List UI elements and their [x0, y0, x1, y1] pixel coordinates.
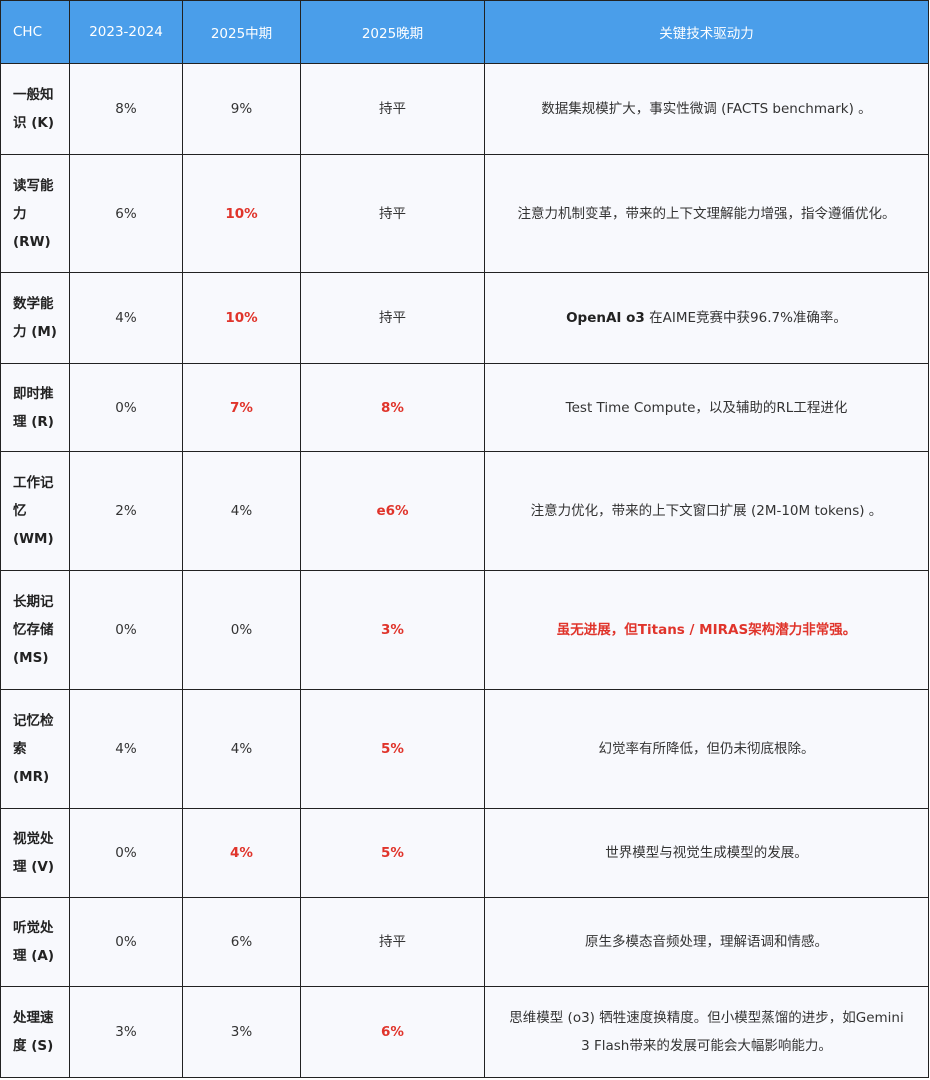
- driver-text: 虽无进展，但Titans / MIRAS架构潜力非常强。: [556, 622, 857, 638]
- cell-driver: 原生多模态音频处理，理解语调和情感。: [484, 897, 929, 987]
- driver-text: 原生多模态音频处理，理解语调和情感。: [585, 934, 828, 950]
- cell-2023-2024: 2%: [69, 451, 183, 571]
- cell-2025-mid: 0%: [182, 570, 301, 690]
- cell-driver: Test Time Compute，以及辅助的RL工程进化: [484, 363, 929, 452]
- driver-text: 幻觉率有所降低，但仍未彻底根除。: [598, 741, 815, 757]
- cell-2025-mid: 9%: [182, 63, 301, 155]
- cell-chc-name: 记忆检索 (MR): [0, 689, 70, 809]
- cell-2025-late: 6%: [300, 986, 485, 1078]
- cell-chc-name: 长期记忆存储 (MS): [0, 570, 70, 690]
- driver-text: 在AIME竞赛中获96.7%准确率。: [644, 310, 847, 326]
- cell-driver: 数据集规模扩大，事实性微调 (FACTS benchmark) 。: [484, 63, 929, 155]
- table-row: 即时推理 (R) 0% 7% 8% Test Time Compute，以及辅助的RL工…: [0, 363, 929, 452]
- table-row: 数学能力 (M) 4% 10% 持平 OpenAI o3 在AIME竞赛中获96.7%准…: [0, 272, 929, 364]
- cell-2025-mid: 7%: [182, 363, 301, 452]
- cell-chc-name: 处理速度 (S): [0, 986, 70, 1078]
- cell-2025-mid: 3%: [182, 986, 301, 1078]
- header-2023-2024: 2023-2024: [69, 0, 183, 64]
- cell-2023-2024: 6%: [69, 154, 183, 273]
- table-row: 一般知识 (K) 8% 9% 持平 数据集规模扩大，事实性微调 (FACTS bench…: [0, 63, 929, 155]
- header-row: CHC 2023-2024 2025中期 2025晚期 关键技术驱动力: [0, 0, 929, 64]
- cell-2025-late: 持平: [300, 272, 485, 364]
- cell-2025-late: e6%: [300, 451, 485, 571]
- driver-text: 注意力优化，带来的上下文窗口扩展 (2M-10M tokens) 。: [530, 503, 883, 519]
- cell-2023-2024: 4%: [69, 689, 183, 809]
- cell-2025-late: 持平: [300, 154, 485, 273]
- cell-driver: 思维模型 (o3) 牺牲速度换精度。但小模型蒸馏的进步，如Gemini 3 Fl…: [484, 986, 929, 1078]
- cell-2025-mid: 4%: [182, 689, 301, 809]
- cell-2025-mid: 6%: [182, 897, 301, 987]
- cell-2023-2024: 0%: [69, 363, 183, 452]
- header-2025-mid: 2025中期: [182, 0, 301, 64]
- cell-chc-name: 读写能力 (RW): [0, 154, 70, 273]
- cell-chc-name: 数学能力 (M): [0, 272, 70, 364]
- cell-2025-late: 5%: [300, 689, 485, 809]
- header-2025-late: 2025晚期: [300, 0, 485, 64]
- header-driver: 关键技术驱动力: [484, 0, 929, 64]
- cell-2023-2024: 0%: [69, 897, 183, 987]
- cell-2025-mid: 4%: [182, 451, 301, 571]
- cell-driver: 注意力机制变革，带来的上下文理解能力增强，指令遵循优化。: [484, 154, 929, 273]
- cell-2023-2024: 0%: [69, 570, 183, 690]
- cell-2025-late: 持平: [300, 63, 485, 155]
- table-row: 工作记忆 (WM) 2% 4% e6% 注意力优化，带来的上下文窗口扩展 (2M-10M…: [0, 451, 929, 571]
- driver-text: 数据集规模扩大，事实性微调 (FACTS benchmark) 。: [541, 101, 872, 117]
- cell-driver: OpenAI o3 在AIME竞赛中获96.7%准确率。: [484, 272, 929, 364]
- cell-chc-name: 一般知识 (K): [0, 63, 70, 155]
- cell-2023-2024: 8%: [69, 63, 183, 155]
- cell-driver: 世界模型与视觉生成模型的发展。: [484, 808, 929, 898]
- cell-2025-late: 3%: [300, 570, 485, 690]
- table-row: 记忆检索 (MR) 4% 4% 5% 幻觉率有所降低，但仍未彻底根除。: [0, 689, 929, 809]
- cell-chc-name: 工作记忆 (WM): [0, 451, 70, 571]
- header-chc: CHC: [0, 0, 70, 64]
- cell-driver: 虽无进展，但Titans / MIRAS架构潜力非常强。: [484, 570, 929, 690]
- cell-2023-2024: 3%: [69, 986, 183, 1078]
- driver-text: 注意力机制变革，带来的上下文理解能力增强，指令遵循优化。: [517, 205, 896, 222]
- cell-driver: 注意力优化，带来的上下文窗口扩展 (2M-10M tokens) 。: [484, 451, 929, 571]
- cell-chc-name: 视觉处理 (V): [0, 808, 70, 898]
- cell-2025-late: 5%: [300, 808, 485, 898]
- table-row: 处理速度 (S) 3% 3% 6% 思维模型 (o3) 牺牲速度换精度。但小模型蒸馏的进…: [0, 986, 929, 1078]
- driver-text: 思维模型 (o3) 牺牲速度换精度。但小模型蒸馏的进步，如Gemini 3 Fl…: [509, 1010, 904, 1054]
- cell-2023-2024: 4%: [69, 272, 183, 364]
- driver-bold-text: OpenAI o3: [566, 310, 645, 326]
- cell-2025-late: 8%: [300, 363, 485, 452]
- driver-text: Test Time Compute，以及辅助的RL工程进化: [565, 399, 848, 416]
- cell-chc-name: 即时推理 (R): [0, 363, 70, 452]
- table-row: 读写能力 (RW) 6% 10% 持平 注意力机制变革，带来的上下文理解能力增强，指令遵…: [0, 154, 929, 273]
- cell-2025-mid: 10%: [182, 272, 301, 364]
- cell-chc-name: 听觉处理 (A): [0, 897, 70, 987]
- driver-text: 世界模型与视觉生成模型的发展。: [605, 845, 808, 861]
- table-row: 长期记忆存储 (MS) 0% 0% 3% 虽无进展，但Titans / MIRAS架构潜…: [0, 570, 929, 690]
- cell-2025-mid: 10%: [182, 154, 301, 273]
- cell-2025-mid: 4%: [182, 808, 301, 898]
- cell-2023-2024: 0%: [69, 808, 183, 898]
- cell-driver: 幻觉率有所降低，但仍未彻底根除。: [484, 689, 929, 809]
- cell-2025-late: 持平: [300, 897, 485, 987]
- table-row: 视觉处理 (V) 0% 4% 5% 世界模型与视觉生成模型的发展。: [0, 808, 929, 898]
- table-row: 听觉处理 (A) 0% 6% 持平 原生多模态音频处理，理解语调和情感。: [0, 897, 929, 987]
